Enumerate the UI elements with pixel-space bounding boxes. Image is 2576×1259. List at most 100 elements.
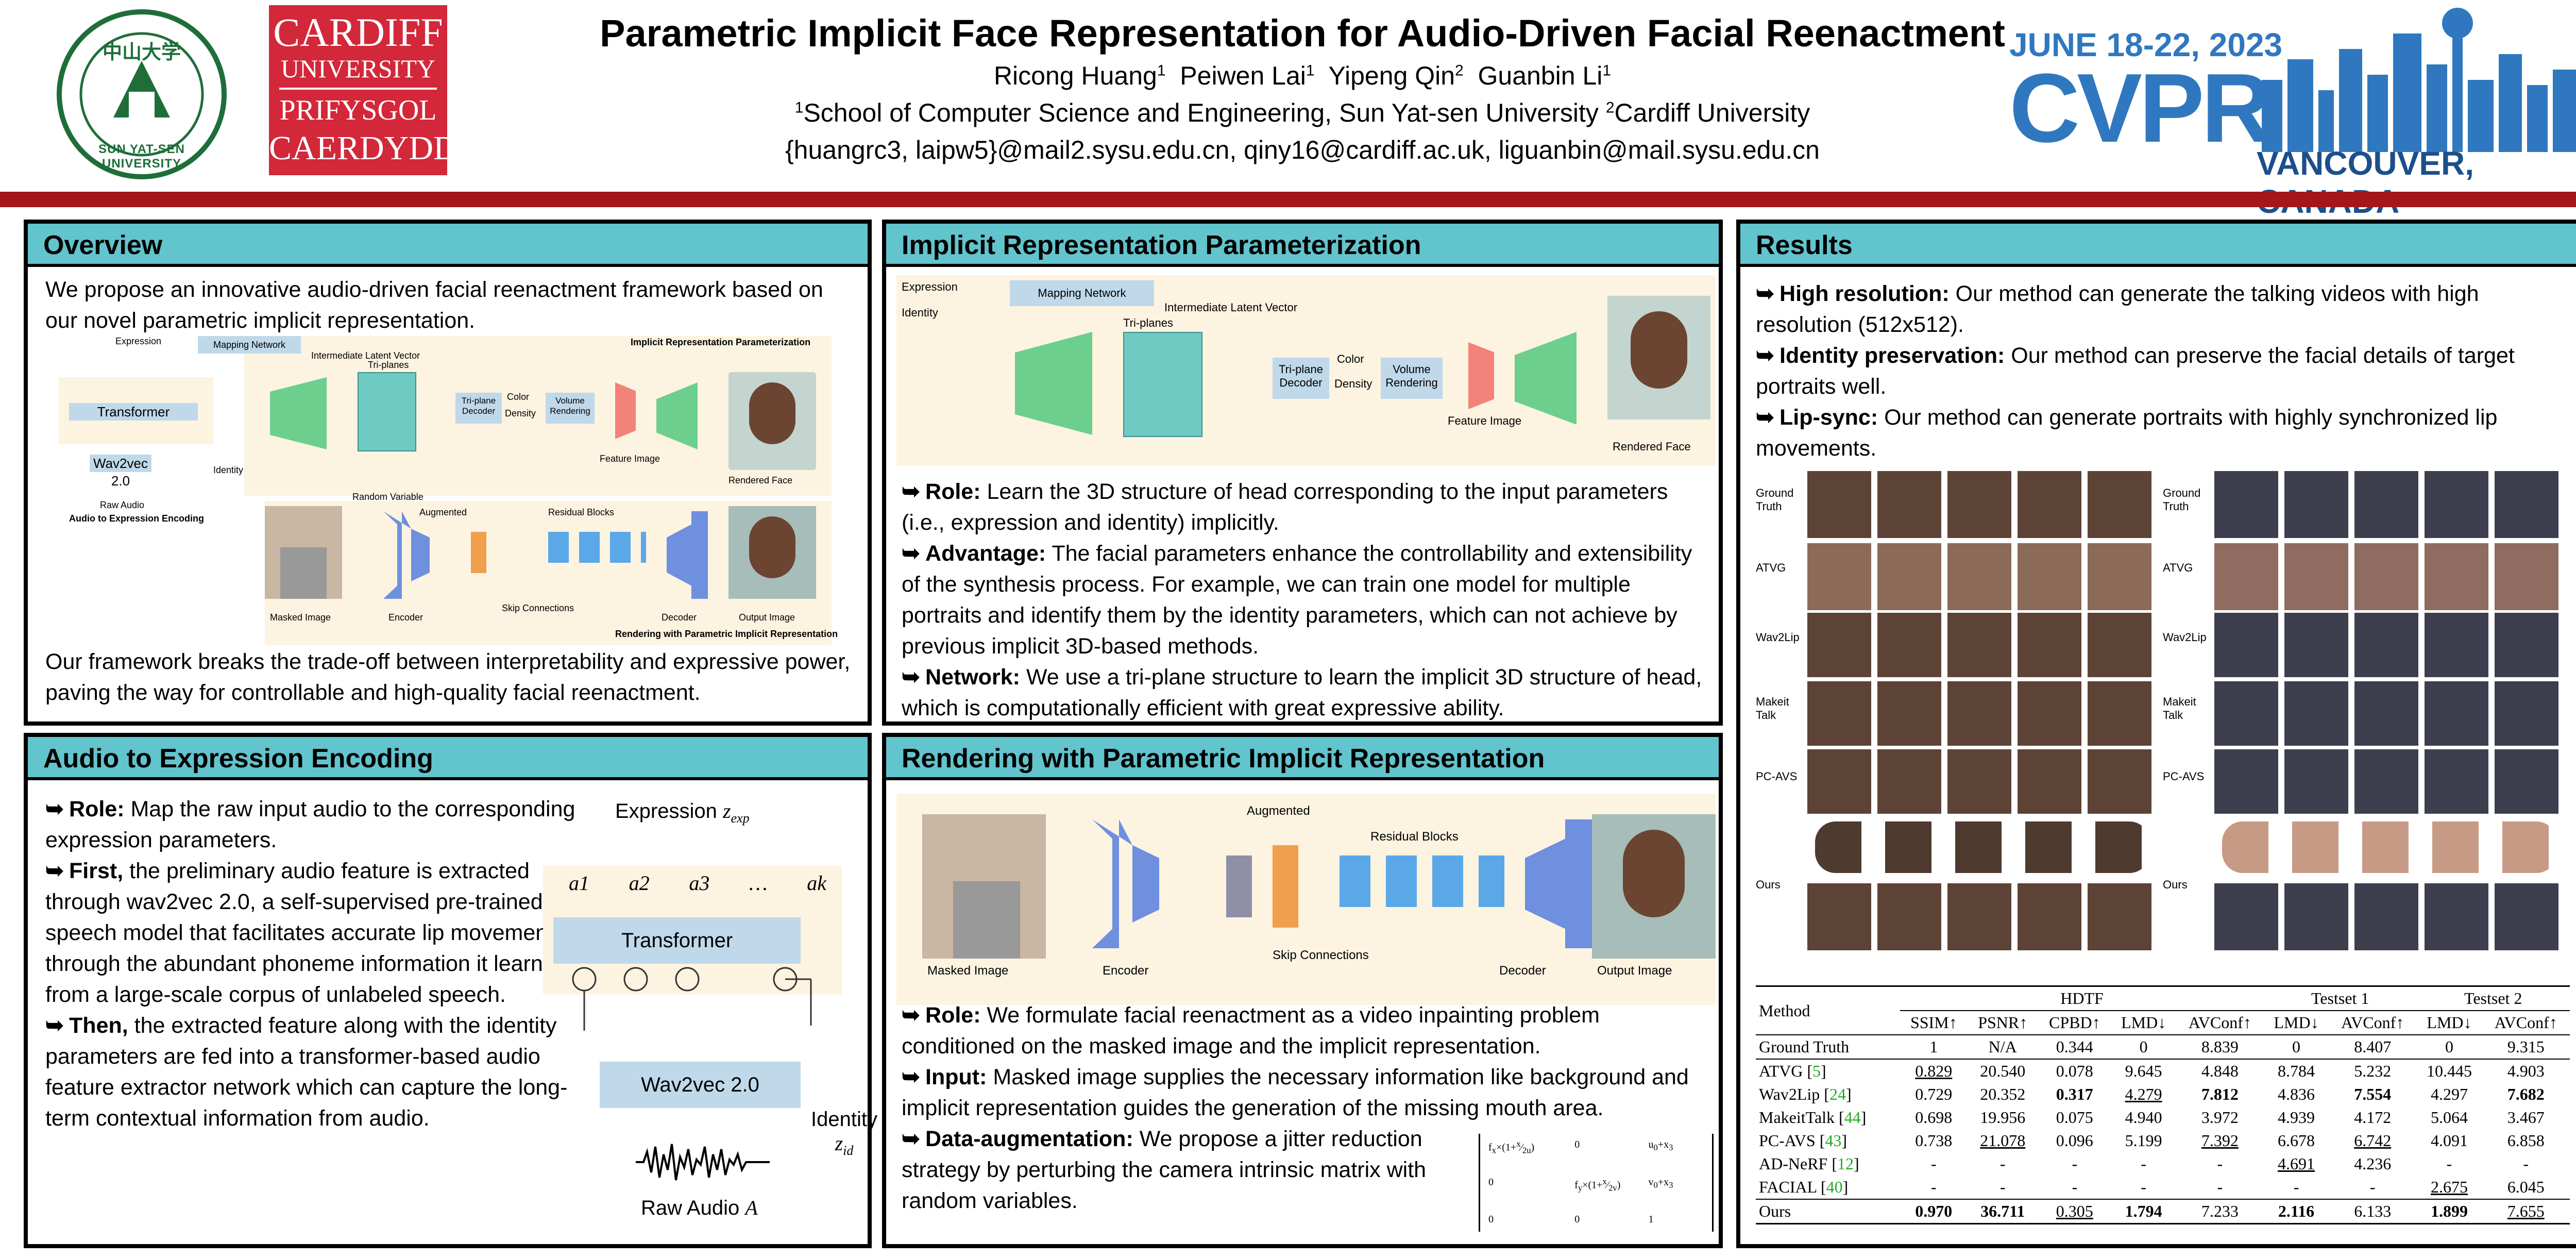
table-metric-header: CPBD↑ <box>2048 1013 2100 1032</box>
table-cell: 7.655 <box>2507 1202 2545 1220</box>
implicit-text: ➥ Role: Learn the 3D structure of head co… <box>902 476 1716 724</box>
author-name: Peiwen Lai <box>1180 61 1306 90</box>
audio-token: ak <box>807 871 826 895</box>
table-cell: 4.172 <box>2354 1108 2392 1127</box>
rendering-fig-decoder: Decoder <box>1499 964 1546 978</box>
table-cell: 20.352 <box>1980 1085 2026 1103</box>
table-cell: 5.064 <box>2430 1108 2468 1127</box>
audio-fig-transformer: Transformer <box>553 917 801 964</box>
fig-label-feature: Feature Image <box>600 454 660 464</box>
rendering-residual-blocks <box>1340 855 1504 907</box>
table-group-header: HDTF <box>1900 986 2264 1011</box>
table-method-name: Ours <box>1759 1202 1791 1220</box>
implicit-triplanes-block <box>1123 332 1202 437</box>
rendering-item-label: Data-augmentation: <box>925 1127 1133 1151</box>
table-cell: 19.956 <box>1980 1108 2026 1127</box>
table-cell: 10.445 <box>2426 1062 2472 1080</box>
implicit-item-label: Advantage: <box>925 541 1046 566</box>
table-cell: 0.075 <box>2056 1108 2093 1127</box>
table-cell: 4.836 <box>2278 1085 2315 1103</box>
table-method-ref: 43 <box>1825 1131 1842 1150</box>
table-metric-row: SSIM↑ PSNR↑ CPBD↑ LMD↓ AVConf↑ LMD↓ AVConf↑ LMD… <box>1756 1011 2570 1035</box>
audio-heading: Audio to Expression Encoding <box>28 737 868 780</box>
table-metric-header: PSNR↑ <box>1978 1013 2028 1032</box>
fig-label-output: Output Image <box>739 612 795 623</box>
audio-fig-expression: Expression zexp <box>615 799 750 826</box>
table-cell: 6.045 <box>2507 1178 2545 1196</box>
grid-row-label: ATVG <box>1756 561 1786 574</box>
implicit-fig-expression: Expression <box>902 280 958 293</box>
grid-left-pcavs <box>1807 749 2158 814</box>
table-cell: - <box>1930 1178 1937 1196</box>
results-item-label: High resolution: <box>1780 281 1950 306</box>
table-cell: - <box>2217 1178 2223 1196</box>
grid-row-label: Ours <box>2163 878 2188 891</box>
grid-row-labels-left: Ground Truth ATVG Wav2Lip Makeit Talk PC… <box>1756 466 1802 992</box>
grid-row-label: Ours <box>1756 878 1781 891</box>
grid-left-makeittalk <box>1807 681 2158 746</box>
fig-label-color: Color <box>507 392 530 402</box>
rendering-fig-output: Output Image <box>1597 964 1672 978</box>
table-cell: 4.940 <box>2125 1108 2162 1127</box>
fig-label-residual: Residual Blocks <box>548 507 615 517</box>
fig-masked-face-image <box>265 506 342 599</box>
grid-row-label: Wav2Lip <box>1756 631 1800 644</box>
bullet-arrow-icon: ➥ <box>902 1003 921 1028</box>
affiliation-2: Cardiff University <box>1614 98 1810 127</box>
fig-output-face-image <box>728 506 816 599</box>
table-cell: 4.279 <box>2125 1085 2162 1103</box>
table-cell: 8.407 <box>2354 1037 2392 1056</box>
table-cell: 4.236 <box>2354 1154 2392 1173</box>
table-cell: 3.467 <box>2507 1108 2545 1127</box>
overview-conclusion: Our framework breaks the trade-off betwe… <box>45 649 851 705</box>
bullet-arrow-icon: ➥ <box>902 1065 921 1089</box>
table-cell: 0.698 <box>1915 1108 1953 1127</box>
rendering-augmented-block <box>1273 845 1298 928</box>
table-cell: 0 <box>2292 1037 2301 1056</box>
rendering-heading: Rendering with Parametric Implicit Repre… <box>886 737 1719 780</box>
results-panel: Results ➥ High resolution: Our method can… <box>1736 220 2576 1248</box>
author-sup: 1 <box>1306 62 1315 79</box>
table-method-ref: 44 <box>1844 1108 1861 1127</box>
implicit-item-label: Network: <box>925 665 1020 690</box>
implicit-volume-rendering: Volume Rendering <box>1381 358 1443 399</box>
rendering-fig-encoder: Encoder <box>1103 964 1149 978</box>
implicit-fig-color: Color <box>1337 352 1364 365</box>
fig-mapping-network: Mapping Network <box>198 336 301 354</box>
implicit-fig-latent: Intermediate Latent Vector <box>1164 301 1298 314</box>
audio-item-label: Role: <box>69 797 125 821</box>
audio-item-text: the extracted feature along with the ide… <box>45 1013 568 1131</box>
results-table-wrap: Method HDTF Testset 1 Testset 2 SSIM↑ PSN… <box>1756 985 2570 1224</box>
sysu-logo-text: SUN YAT-SEN UNIVERSITY <box>98 142 185 171</box>
audio-item-text: Map the raw input audio to the correspon… <box>45 797 575 852</box>
fig-residual-blocks <box>548 532 646 563</box>
implicit-item-text: Learn the 3D structure of head correspon… <box>902 479 1668 535</box>
table-cell: - <box>2369 1178 2376 1196</box>
table-cell: 4.903 <box>2507 1062 2545 1080</box>
fig-label-rendered: Rendered Face <box>728 475 793 485</box>
fig-label-latent: Intermediate Latent Vector <box>311 350 420 361</box>
bullet-arrow-icon: ➥ <box>1756 405 1775 430</box>
audio-fig-tokens: a1 a2 a3 … ak <box>569 871 826 895</box>
grid-row-label: Makeit Talk <box>2163 695 2196 721</box>
implicit-fig-feature: Feature Image <box>1448 414 1522 427</box>
fig-wav2vec: Wav2vec 2.0 <box>90 455 151 489</box>
author-list: Ricong Huang1 Peiwen Lai1 Yipeng Qin2 Gu… <box>0 61 2576 91</box>
cvpr-logo: JUNE 18-22, 2023 CVPR VANCOUVER, CANADA <box>2009 0 2576 220</box>
table-cell: 2.116 <box>2278 1202 2315 1220</box>
implicit-item: ➥ Network: We use a tri-plane structure t… <box>902 662 1716 724</box>
table-method-name: FACIAL <box>1759 1178 1817 1196</box>
table-method-ref: 5 <box>1812 1062 1821 1080</box>
table-cell: 0.305 <box>2056 1202 2093 1220</box>
rendering-item-text: We formulate facial reenactment as a vid… <box>902 1003 1600 1059</box>
table-cell: 6.678 <box>2278 1131 2315 1150</box>
fig-section-audio-title: Audio to Expression Encoding <box>69 513 205 524</box>
table-cell: 8.784 <box>2278 1062 2315 1080</box>
fig-label-expression: Expression <box>115 336 162 346</box>
table-cell: 0.738 <box>1915 1131 1953 1150</box>
rendering-fig-residual: Residual Blocks <box>1370 830 1459 844</box>
table-cell: 0 <box>2139 1037 2148 1056</box>
table-method-name: Wav2Lip <box>1759 1085 1820 1103</box>
table-cell: 4.091 <box>2430 1131 2468 1150</box>
